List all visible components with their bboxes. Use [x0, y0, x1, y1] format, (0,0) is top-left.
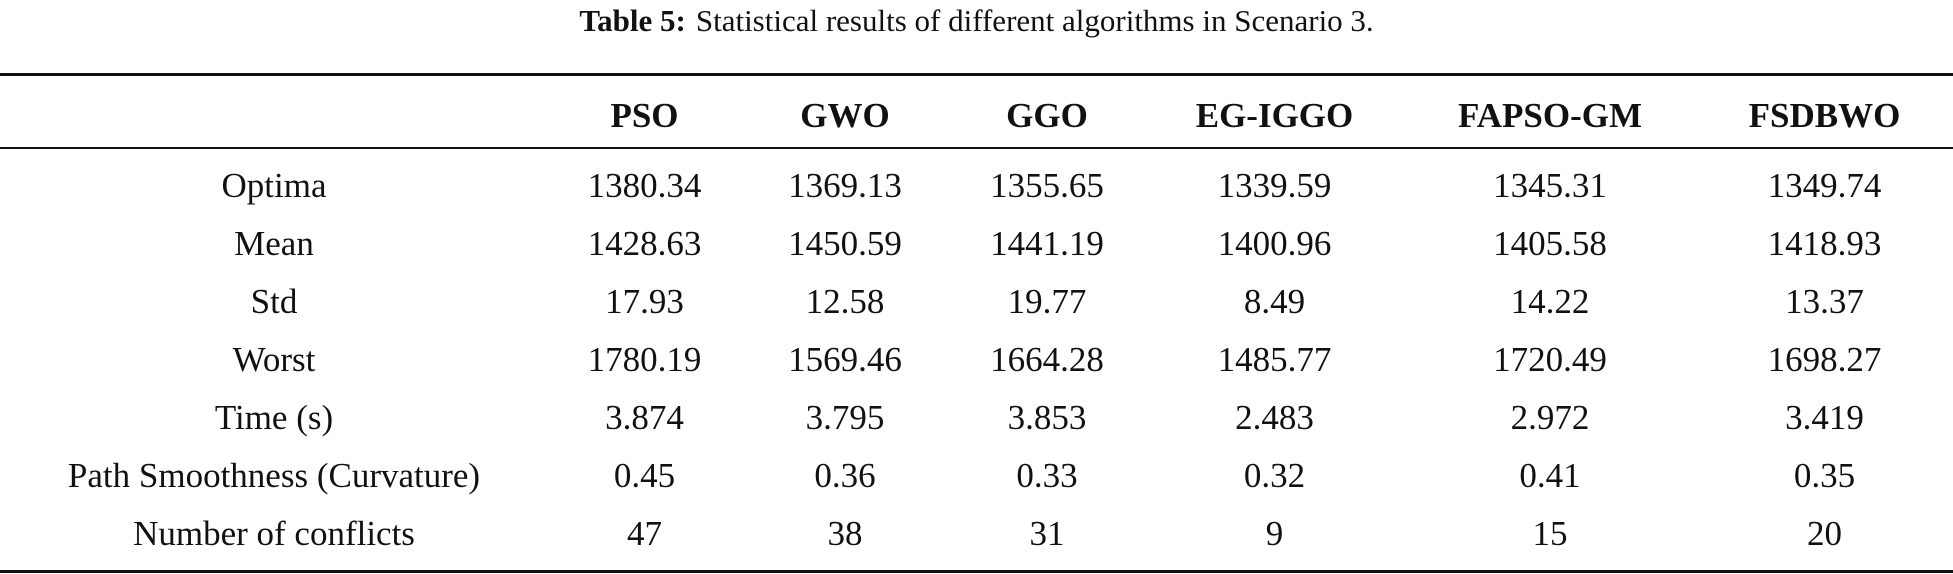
header-cell-algorithm: GWO [800, 95, 890, 135]
value-cell: 0.32 [1243, 456, 1306, 495]
value-cell: 1355.65 [990, 166, 1104, 205]
value-cell: 15 [1532, 514, 1568, 553]
table-header: PSO GWO GGO EG-IGGO FAPSO-GM FSDBWO [0, 76, 1953, 151]
value-cell: 31 [1029, 514, 1065, 553]
value-cell: 17.93 [605, 282, 684, 321]
table-row: Worst 1780.19 1569.46 1664.28 1485.77 1720.49… [0, 331, 1953, 389]
value-cell: 1780.19 [587, 340, 702, 379]
value-cell: 0.33 [1016, 456, 1078, 495]
value-cell: 3.795 [805, 398, 885, 437]
value-cell: 2.483 [1235, 398, 1314, 437]
table-row: Time (s) 3.874 3.795 3.853 2.483 2.972 3.419 [0, 389, 1953, 447]
table-row: Optima 1380.34 1369.13 1355.65 1339.59 1345.3… [0, 151, 1953, 215]
header-cell-metric [0, 76, 548, 151]
value-cell: 1418.93 [1767, 224, 1882, 263]
value-cell: 8.49 [1243, 282, 1306, 321]
value-cell: 19.77 [1007, 282, 1087, 321]
value-cell: 1405.58 [1493, 224, 1607, 263]
header-row: PSO GWO GGO EG-IGGO FAPSO-GM FSDBWO [0, 76, 1953, 151]
row-label-cell: Optima [221, 166, 327, 205]
caption-label: Table 5: [579, 3, 686, 38]
value-cell: 1720.49 [1493, 340, 1607, 379]
value-cell: 0.41 [1519, 456, 1581, 495]
table-body: Optima 1380.34 1369.13 1355.65 1339.59 1345.3… [0, 151, 1953, 563]
table-row: Mean 1428.63 1450.59 1441.19 1400.96 1405.58 1… [0, 215, 1953, 273]
value-cell: 1400.96 [1217, 224, 1332, 263]
value-cell: 1441.19 [990, 224, 1104, 263]
results-table: PSO GWO GGO EG-IGGO FAPSO-GM FSDBWO Optima 138… [0, 76, 1953, 563]
value-cell: 0.36 [814, 456, 876, 495]
value-cell: 1485.77 [1217, 340, 1332, 379]
value-cell: 1698.27 [1767, 340, 1882, 379]
header-rule [0, 147, 1953, 149]
value-cell: 1428.63 [587, 224, 702, 263]
table-row: Std 17.93 12.58 19.77 8.49 14.22 13.37 [0, 273, 1953, 331]
value-cell: 1345.31 [1493, 166, 1607, 205]
value-cell: 3.874 [605, 398, 684, 437]
row-label-cell: Number of conflicts [133, 514, 415, 553]
table-row: Path Smoothness (Curvature) 0.45 0.36 0.33 0… [0, 447, 1953, 505]
top-rule [0, 73, 1953, 76]
row-label-cell: Path Smoothness (Curvature) [67, 456, 481, 495]
table-caption: Table 5: Statistical results of different… [0, 0, 1953, 42]
bottom-rule [0, 570, 1953, 573]
value-cell: 1369.13 [788, 166, 902, 205]
value-cell: 47 [627, 514, 662, 553]
header-cell-algorithm: PSO [610, 95, 679, 135]
value-cell: 38 [827, 514, 863, 553]
value-cell: 1569.46 [788, 340, 902, 379]
value-cell: 3.419 [1785, 398, 1864, 437]
value-cell: 3.853 [1007, 398, 1087, 437]
row-label-cell: Time (s) [214, 398, 334, 437]
value-cell: 0.35 [1793, 456, 1856, 495]
header-cell-algorithm: FAPSO-GM [1457, 95, 1643, 135]
header-cell-algorithm: EG-IGGO [1195, 95, 1354, 135]
header-cell-algorithm: GGO [1006, 95, 1088, 135]
row-label-cell: Worst [232, 340, 316, 379]
value-cell: 12.58 [805, 282, 885, 321]
value-cell: 9 [1265, 514, 1284, 553]
value-cell: 1380.34 [587, 166, 702, 205]
header-cell-algorithm: FSDBWO [1748, 95, 1901, 135]
value-cell: 20 [1807, 514, 1842, 553]
table-row: Number of conflicts 47 38 31 9 15 20 [0, 505, 1953, 563]
value-cell: 13.37 [1785, 282, 1864, 321]
row-label-cell: Mean [234, 224, 314, 263]
value-cell: 0.45 [613, 456, 676, 495]
value-cell: 1450.59 [788, 224, 902, 263]
row-label-cell: Std [250, 282, 298, 321]
value-cell: 1664.28 [990, 340, 1104, 379]
caption-text: Statistical results of different algorit… [695, 3, 1374, 38]
value-cell: 14.22 [1510, 282, 1590, 321]
value-cell: 1349.74 [1767, 166, 1882, 205]
value-cell: 2.972 [1510, 398, 1590, 437]
value-cell: 1339.59 [1217, 166, 1332, 205]
